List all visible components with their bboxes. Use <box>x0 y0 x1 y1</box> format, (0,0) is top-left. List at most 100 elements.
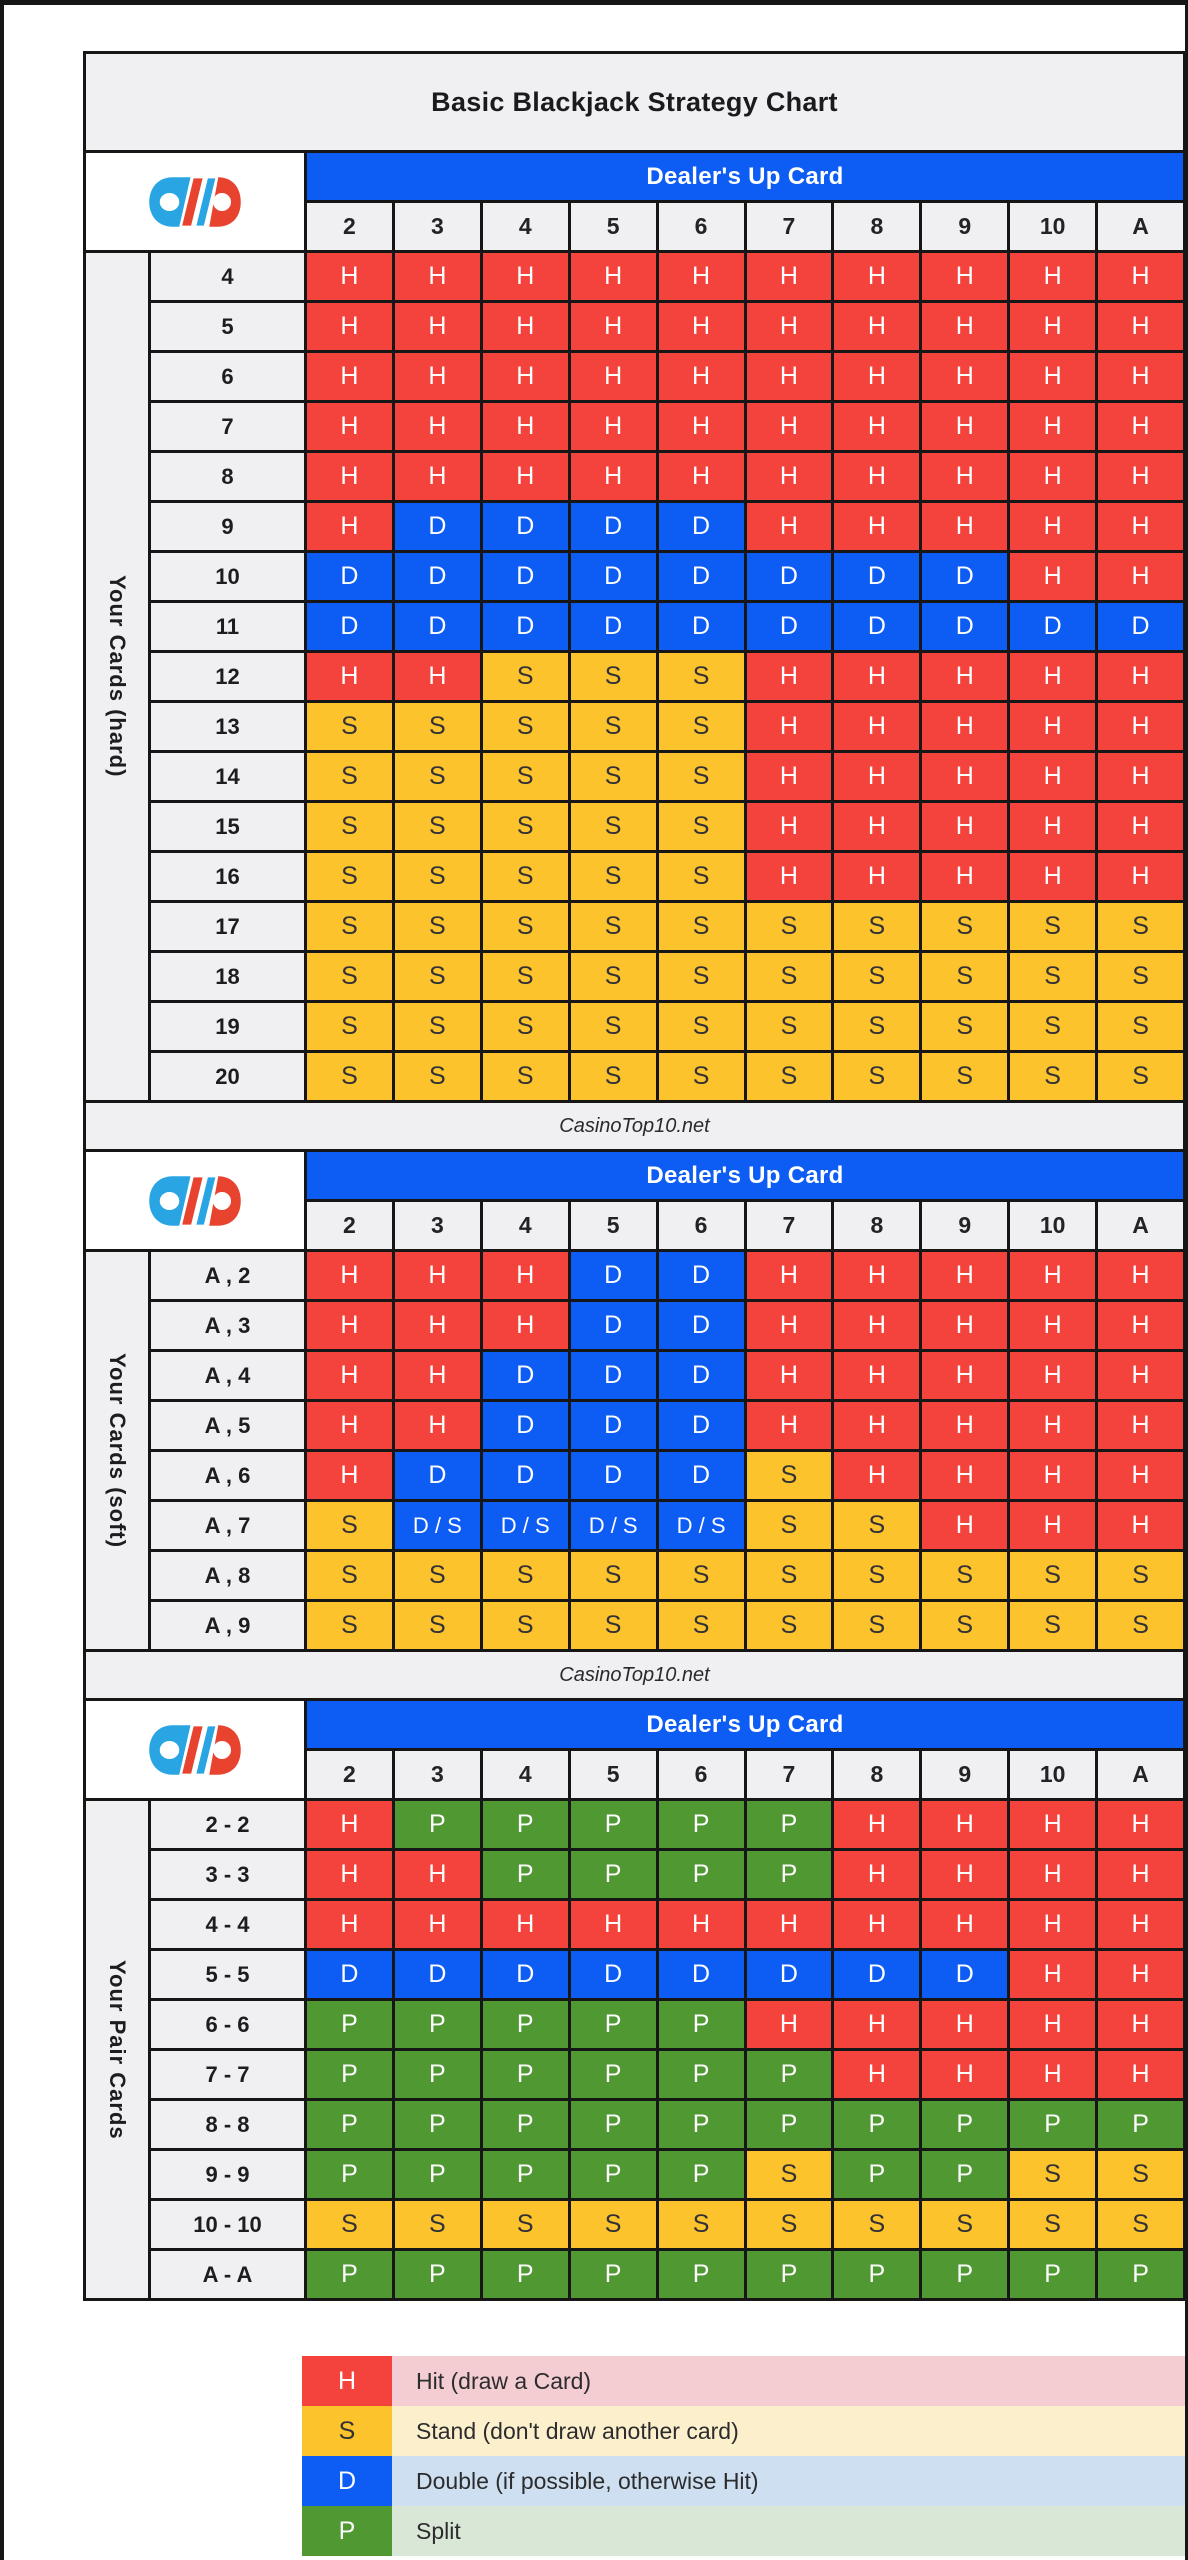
strategy-cell: H <box>1098 1352 1183 1399</box>
strategy-cell: S <box>482 1602 568 1649</box>
strategy-cell: D <box>658 1352 744 1399</box>
strategy-cell: S <box>1098 1003 1183 1050</box>
dealer-col-3: 3 <box>394 203 480 250</box>
strategy-cell: S <box>922 1602 1008 1649</box>
strategy-cell: H <box>746 1252 832 1299</box>
strategy-cell: S <box>394 1602 480 1649</box>
strategy-cell: D / S <box>658 1502 744 1549</box>
strategy-cell: S <box>1098 1602 1183 1649</box>
strategy-cell: S <box>482 1552 568 1599</box>
strategy-cell: P <box>482 2001 568 2048</box>
strategy-cell: H <box>658 303 744 350</box>
strategy-cell: P <box>570 2051 656 2098</box>
strategy-cell: P <box>482 2251 568 2298</box>
strategy-cell: H <box>394 353 480 400</box>
strategy-cell: H <box>922 303 1008 350</box>
strategy-cell: H <box>922 853 1008 900</box>
strategy-cell: P <box>394 2251 480 2298</box>
strategy-cell: D <box>482 1951 568 1998</box>
dealer-col-a: A <box>1098 1751 1183 1798</box>
strategy-cell: S <box>746 1502 832 1549</box>
strategy-cell: H <box>922 2051 1008 2098</box>
row-label: 7 - 7 <box>151 2051 304 2098</box>
legend-text-double: Double (if possible, otherwise Hit) <box>392 2456 1185 2506</box>
strategy-cell: H <box>307 1801 392 1848</box>
strategy-cell: S <box>1098 2201 1183 2248</box>
strategy-cell: H <box>1010 2001 1096 2048</box>
side-label-strip: Your Cards (hard) <box>86 253 148 1100</box>
strategy-cell: S <box>658 1602 744 1649</box>
strategy-cell: P <box>834 2101 920 2148</box>
dealer-col-4: 4 <box>482 203 568 250</box>
strategy-cell: D <box>570 1302 656 1349</box>
side-label: Your Pair Cards <box>105 1959 130 2140</box>
dealer-col-a: A <box>1098 203 1183 250</box>
strategy-cell: D <box>482 503 568 550</box>
strategy-cell: H <box>922 403 1008 450</box>
strategy-cell: D <box>922 1951 1008 1998</box>
strategy-cell: P <box>746 2051 832 2098</box>
strategy-cell: D <box>658 1302 744 1349</box>
strategy-cell: S <box>482 953 568 1000</box>
strategy-cell: S <box>1010 903 1096 950</box>
strategy-cell: H <box>746 853 832 900</box>
strategy-cell: P <box>1010 2101 1096 2148</box>
strategy-cell: H <box>482 303 568 350</box>
strategy-cell: H <box>922 453 1008 500</box>
strategy-cell: H <box>1098 1951 1183 1998</box>
strategy-cell: S <box>1010 2201 1096 2248</box>
strategy-cell: H <box>746 303 832 350</box>
strategy-cell: S <box>922 2201 1008 2248</box>
strategy-cell: H <box>570 353 656 400</box>
strategy-cell: S <box>394 1053 480 1100</box>
strategy-cell: P <box>307 2001 392 2048</box>
strategy-cell: S <box>307 1602 392 1649</box>
strategy-cell: H <box>922 1901 1008 1948</box>
strategy-cell: H <box>307 1302 392 1349</box>
strategy-cell: H <box>570 303 656 350</box>
strategy-cell: H <box>922 1851 1008 1898</box>
strategy-cell: H <box>922 1352 1008 1399</box>
strategy-cell: P <box>658 2051 744 2098</box>
strategy-cell: H <box>922 753 1008 800</box>
strategy-cell: H <box>834 453 920 500</box>
strategy-cell: S <box>482 653 568 700</box>
strategy-cell: S <box>658 953 744 1000</box>
strategy-cell: H <box>307 1252 392 1299</box>
dealer-col-4: 4 <box>482 1202 568 1249</box>
strategy-cell: H <box>307 303 392 350</box>
row-label: 4 <box>151 253 304 300</box>
strategy-cell: H <box>482 1901 568 1948</box>
casinotop10-logo <box>86 153 304 250</box>
dealer-col-9: 9 <box>922 203 1008 250</box>
strategy-cell: H <box>834 1352 920 1399</box>
strategy-cell: H <box>394 1402 480 1449</box>
strategy-cell: S <box>746 2151 832 2198</box>
strategy-cell: H <box>394 1352 480 1399</box>
strategy-cell: H <box>1010 853 1096 900</box>
strategy-cell: H <box>1098 1402 1183 1449</box>
row-label: 2 - 2 <box>151 1801 304 1848</box>
strategy-cell: S <box>307 953 392 1000</box>
strategy-cell: P <box>482 2101 568 2148</box>
strategy-cell: H <box>1098 1452 1183 1499</box>
strategy-cell: D / S <box>482 1502 568 1549</box>
strategy-cell: D <box>570 553 656 600</box>
strategy-cell: D <box>746 553 832 600</box>
watermark-bar: CasinoTop10.net <box>86 1652 1183 1698</box>
strategy-cell: H <box>482 1302 568 1349</box>
strategy-cell: S <box>658 1053 744 1100</box>
strategy-cell: H <box>1098 403 1183 450</box>
strategy-cell: H <box>307 1851 392 1898</box>
strategy-cell: H <box>658 453 744 500</box>
strategy-cell: H <box>307 1901 392 1948</box>
strategy-cell: S <box>570 1053 656 1100</box>
strategy-cell: D <box>307 1951 392 1998</box>
strategy-cell: H <box>307 403 392 450</box>
strategy-cell: H <box>1098 1851 1183 1898</box>
legend-text-stand: Stand (don't draw another card) <box>392 2406 1185 2456</box>
row-label: 8 <box>151 453 304 500</box>
strategy-cell: D / S <box>570 1502 656 1549</box>
strategy-cell: D <box>834 553 920 600</box>
row-label: 6 <box>151 353 304 400</box>
